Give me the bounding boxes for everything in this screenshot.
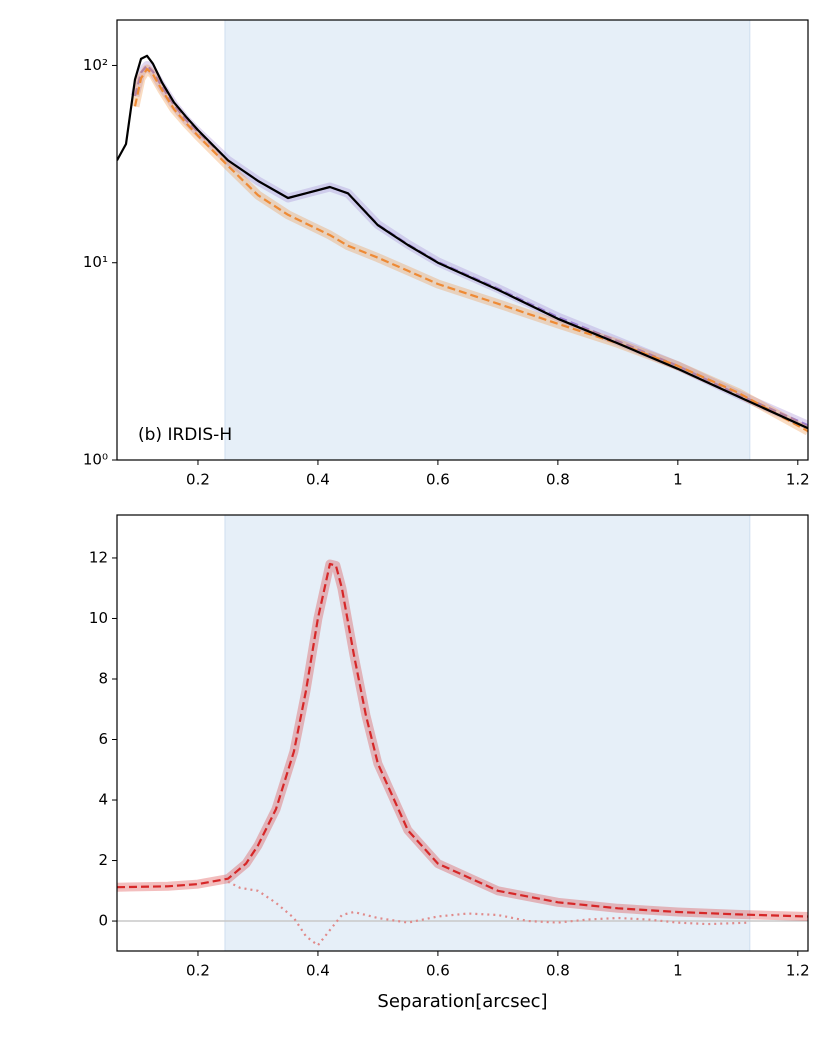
y-tick-label: 12 [89,548,108,566]
x-tick-label: 0.8 [546,471,570,489]
x-tick-label: 0.6 [426,471,450,489]
x-tick-label: 0.6 [426,962,450,980]
plot-area [117,515,808,951]
y-tick-label: 0 [98,912,108,930]
x-axis-label: Separation[arcsec] [377,991,547,1012]
shaded-span [224,515,751,951]
x-tick-label: 1 [673,962,683,980]
axes-frame [116,514,809,952]
shaded-span [224,20,751,460]
line [133,64,808,427]
x-tick-label: 0.4 [306,471,330,489]
annotation: (b) IRDIS-H [138,425,232,445]
x-tick-label: 0.8 [546,962,570,980]
plot-area [117,20,808,460]
x-tick-label: 1.2 [786,471,810,489]
y-tick-label: 2 [98,851,108,869]
y-tick-label: 10⁰ [83,451,108,469]
y-tick-label: 10 [89,609,108,627]
line [117,562,808,918]
y-tick-label: 6 [98,730,108,748]
x-tick-label: 0.2 [186,962,210,980]
x-tick-label: 1.2 [786,962,810,980]
x-tick-label: 1 [673,471,683,489]
y-tick-label: 10¹ [83,253,108,271]
y-tick-label: 4 [98,791,108,809]
x-tick-label: 0.2 [186,471,210,489]
y-tick-label: 8 [98,669,108,687]
axes-frame [116,19,809,461]
x-tick-label: 0.4 [306,962,330,980]
line [133,67,808,433]
y-tick-label: 10² [83,56,108,74]
line [117,54,808,430]
